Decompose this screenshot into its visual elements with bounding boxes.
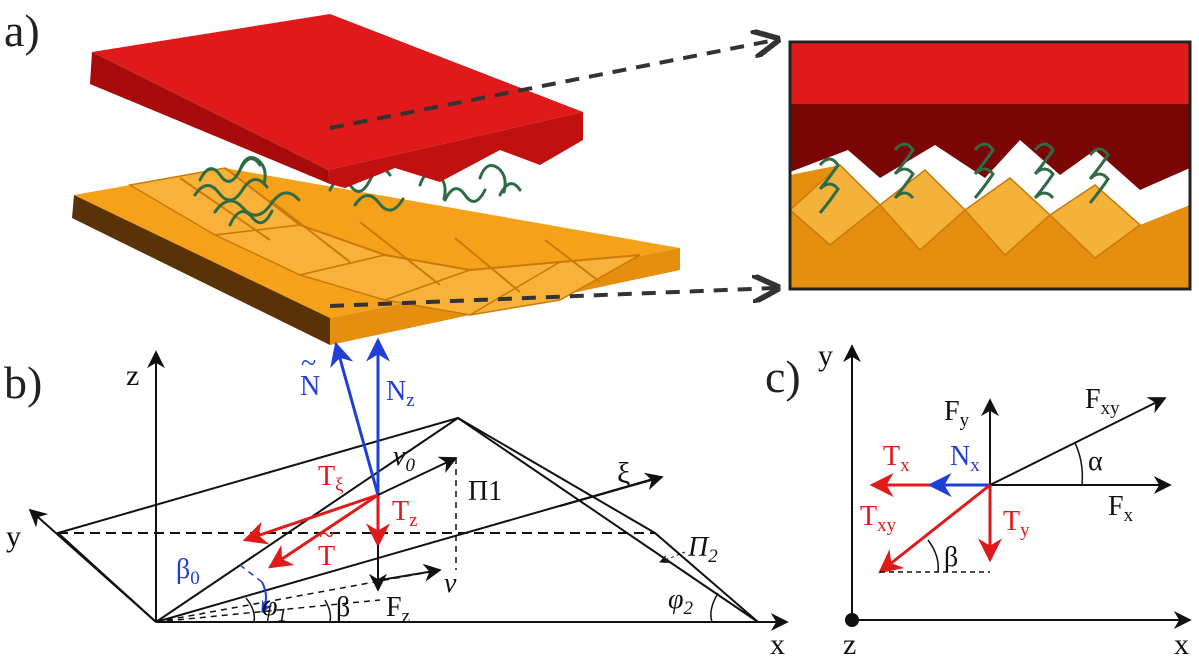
c-label-t-y: Ty	[1003, 506, 1030, 541]
orange-base-left-face	[72, 195, 330, 345]
red-plate-top	[92, 14, 583, 170]
orange-base-plate	[72, 167, 680, 345]
c-label-t-x: Tx	[883, 441, 910, 476]
inset-border	[788, 40, 1192, 291]
panel-c-label: c)	[765, 351, 801, 402]
b-label-t-xi: Tξ	[318, 461, 344, 496]
c-vector-f-xy	[989, 397, 1167, 486]
inset-red-top	[790, 42, 1190, 104]
b-arc-beta0	[261, 581, 273, 614]
b-vector-t-tilde	[268, 493, 379, 569]
b-vector-v0	[377, 456, 458, 496]
c-axis-z-label: z	[843, 628, 856, 658]
b-xi-arrow	[559, 472, 664, 507]
b-label-phi2: φ2	[668, 584, 694, 619]
inset-hooks	[818, 142, 1110, 214]
c-label-beta: β	[944, 542, 958, 573]
panel-a-label: a)	[4, 5, 40, 56]
b-arc-phi1	[245, 597, 256, 623]
c-arc-alpha	[1074, 442, 1084, 486]
c-vector-t-xy	[878, 483, 991, 574]
b-label-f-z: Fz	[386, 592, 410, 627]
b-label-t-tilde: T	[318, 541, 335, 572]
red-plate-front-face	[328, 112, 583, 188]
b-label-n-z: Nz	[386, 376, 415, 411]
c-axis-x-label: x	[1174, 628, 1189, 658]
b-axis-x-label: x	[770, 628, 785, 658]
b-label-v0: v0	[393, 441, 415, 476]
b-axis-y-label: y	[6, 520, 21, 553]
b-label-t-z: Tz	[392, 496, 418, 531]
b-label-n-tilde-accent: ~	[301, 348, 316, 379]
c-axis-z-dot	[845, 613, 859, 627]
b-label-pi1: Π1	[468, 476, 502, 507]
b-axis-z-label: z	[126, 359, 139, 392]
b-label-phi1: φ1	[262, 591, 287, 626]
b-vector-n-tilde	[330, 341, 380, 496]
ridge-lines	[179, 167, 641, 293]
inset-closeup	[788, 40, 1192, 291]
red-top-plate	[90, 14, 583, 188]
b-arc-phi2	[710, 592, 719, 623]
red-plate-left-face	[90, 52, 330, 184]
ridges	[127, 167, 641, 316]
panel-b-label: b)	[4, 357, 42, 408]
c-label-alpha: α	[1088, 446, 1103, 477]
b-xi-label: ξ	[617, 457, 630, 490]
panel-a: a)	[4, 5, 1192, 345]
b-pi2-pointer	[659, 551, 686, 564]
b-label-beta0: β0	[176, 554, 200, 589]
b-label-t-tilde-accent: ~	[319, 520, 334, 551]
c-label-f-xy: Fxy	[1085, 384, 1120, 419]
b-label-n-tilde: N	[300, 371, 320, 402]
b-label-beta: β	[336, 592, 350, 623]
zoom-arrow-top	[329, 40, 775, 130]
b-construction-lines	[155, 458, 457, 623]
c-label-n-x: Nx	[950, 441, 980, 476]
b-label-v: v	[444, 568, 457, 599]
b-vector-v	[379, 563, 442, 582]
panel-b: b) z y x ξ	[4, 337, 789, 658]
b-label-pi2: Π2	[687, 532, 718, 567]
b-vector-t-xi	[242, 493, 379, 545]
b-arc-beta	[324, 599, 332, 623]
zoom-arrow-bottom	[329, 288, 775, 308]
c-label-f-y: Fy	[944, 396, 970, 431]
panel-c: c) y x z Fy Fxy Fx Tx Nx Txy Ty α β	[765, 339, 1192, 658]
c-axis-y-label: y	[818, 339, 833, 372]
c-arc-beta	[927, 539, 940, 573]
c-label-t-xy: Txy	[860, 501, 897, 536]
c-label-f-x: Fx	[1108, 491, 1134, 526]
b-prism-outline	[55, 416, 759, 623]
